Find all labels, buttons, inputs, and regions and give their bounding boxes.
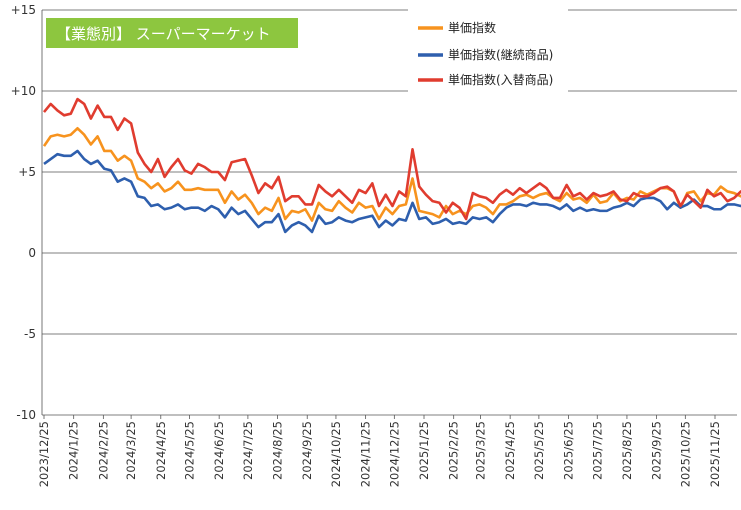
x-tick-label: 2024/5/25 bbox=[182, 421, 196, 480]
x-tick-label: 2025/8/25 bbox=[620, 421, 634, 480]
y-tick-label: -10 bbox=[16, 408, 36, 422]
x-tick-label: 2025/5/25 bbox=[532, 421, 546, 480]
y-tick-label: 0 bbox=[28, 246, 36, 260]
x-tick-label: 2025/6/25 bbox=[562, 421, 576, 480]
x-tick-label: 2025/7/25 bbox=[590, 421, 604, 480]
series-line-1 bbox=[43, 149, 741, 234]
x-tick-label: 2025/10/25 bbox=[678, 421, 692, 487]
grid-layer bbox=[42, 9, 737, 416]
x-tick-label: 2024/9/25 bbox=[300, 421, 314, 480]
badge-background bbox=[46, 18, 298, 48]
x-tick-label: 2024/3/25 bbox=[124, 421, 138, 480]
series-line-2 bbox=[42, 97, 741, 221]
x-tick-label: 2025/11/25 bbox=[708, 421, 722, 487]
x-tick-label: 2024/6/25 bbox=[212, 421, 226, 480]
x-tick-label: 2024/7/25 bbox=[241, 421, 255, 480]
series-layer bbox=[42, 97, 741, 234]
x-tick-label: 2024/11/25 bbox=[359, 421, 373, 487]
x-tick-label: 2025/9/25 bbox=[650, 421, 664, 480]
x-tick-label: 2024/2/25 bbox=[96, 421, 110, 480]
axis-layer bbox=[41, 10, 716, 419]
category-badge: 【業態別】 スーパーマーケット bbox=[46, 18, 298, 48]
y-tick-label: +15 bbox=[11, 3, 36, 17]
x-tick-label: 2025/3/25 bbox=[473, 421, 487, 480]
x-tick-label: 2024/4/25 bbox=[154, 421, 168, 480]
y-tick-label: -5 bbox=[24, 327, 36, 341]
legend-label-series-2: 単価指数(入替商品) bbox=[448, 72, 553, 87]
legend-label-series-0: 単価指数 bbox=[448, 20, 496, 35]
x-tick-label: 2024/10/25 bbox=[329, 421, 343, 487]
legend: 単価指数 単価指数(継続商品) 単価指数(入替商品) bbox=[408, 8, 568, 93]
x-tick-label: 2024/8/25 bbox=[271, 421, 285, 480]
y-tick-label: +10 bbox=[11, 84, 36, 98]
x-tick-label: 2025/2/25 bbox=[447, 421, 461, 480]
x-tick-label: 2024/12/25 bbox=[387, 421, 401, 487]
x-tick-label: 2023/12/25 bbox=[37, 421, 51, 487]
y-tick-label: +5 bbox=[18, 165, 36, 179]
legend-label-series-1: 単価指数(継続商品) bbox=[448, 47, 553, 62]
x-tick-label: 2025/4/25 bbox=[503, 421, 517, 480]
x-tick-label: 2024/1/25 bbox=[67, 421, 81, 480]
x-tick-label: 2025/1/25 bbox=[417, 421, 431, 480]
badge-text: 【業態別】 スーパーマーケット bbox=[56, 25, 271, 43]
